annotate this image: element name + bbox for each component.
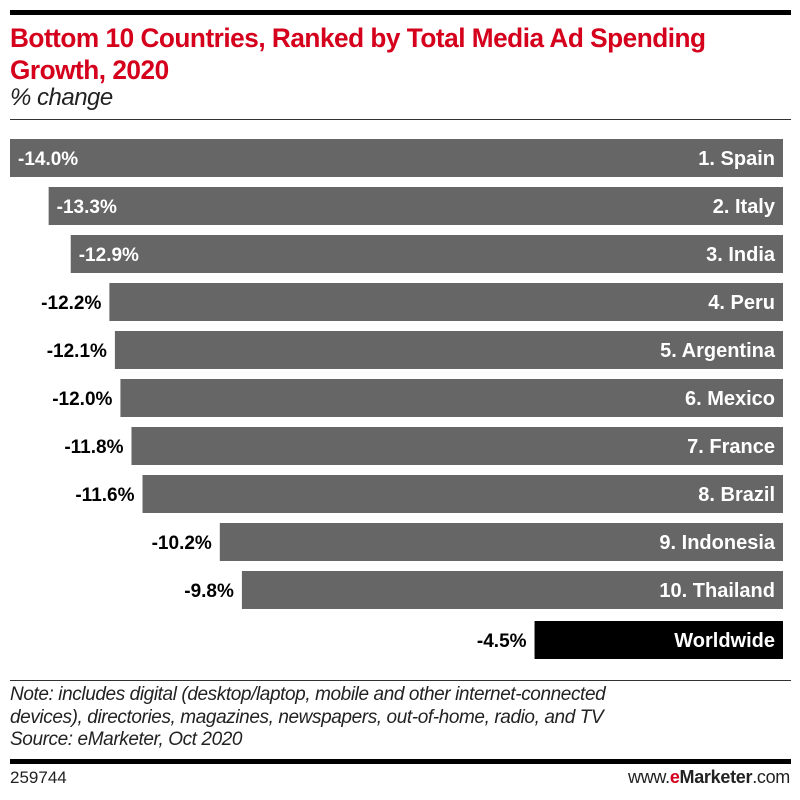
bar-worldwide [534,621,783,659]
category-label: 9. Indonesia [659,532,775,554]
chart-subtitle: % change [10,84,113,111]
bar [10,139,783,177]
value-label: -12.0% [52,389,112,410]
note-line-2: devices), directories, magazines, newspa… [10,706,604,728]
footer-divider [10,680,791,681]
value-label: -9.8% [184,581,234,602]
bar [109,283,783,321]
category-label: 7. France [687,436,775,458]
category-label: 8. Brazil [698,484,775,506]
brand-link[interactable]: www.eMarketer.com [628,767,790,788]
value-label: -13.3% [57,197,117,218]
value-label: -12.1% [47,341,107,362]
bar [241,571,783,609]
brand-prefix: www. [628,767,670,787]
bar [142,475,783,513]
value-label: -12.9% [79,245,139,266]
value-label: -14.0% [18,149,78,170]
category-label: 3. India [706,244,776,266]
note-line-1: Note: includes digital (desktop/laptop, … [10,684,606,705]
bar-chart: 1. Spain -14.0% 2. Italy -13.3% 3. India -12.… [10,139,784,659]
bar [70,235,783,273]
header-divider [10,119,791,120]
bottom-rule [10,759,791,764]
brand-suffix: .com [752,767,790,787]
bar [131,427,783,465]
bar [114,331,783,369]
top-rule [10,10,791,15]
value-label: -4.5% [477,631,527,652]
bar [48,187,783,225]
source-line: Source: eMarketer, Oct 2020 [10,729,243,750]
category-label: Worldwide [674,630,775,652]
bar [120,379,783,417]
category-label: 6. Mexico [685,388,775,410]
value-label: -11.6% [75,485,134,506]
bar [219,523,784,561]
category-label: 10. Thailand [659,580,775,602]
category-label: 2. Italy [713,196,776,218]
value-label: -12.2% [41,293,101,314]
category-label: 1. Spain [698,148,775,170]
brand-name: Marketer [679,767,753,787]
category-label: 5. Argentina [660,340,776,362]
chart-id: 259744 [10,768,67,787]
brand-e: e [669,767,680,787]
chart-note: Note: includes digital (desktop/laptop, … [10,684,800,752]
category-label: 4. Peru [708,292,775,314]
chart-title: Bottom 10 Countries, Ranked by Total Med… [10,23,706,85]
value-label: -10.2% [152,533,212,554]
value-label: -11.8% [64,437,123,458]
